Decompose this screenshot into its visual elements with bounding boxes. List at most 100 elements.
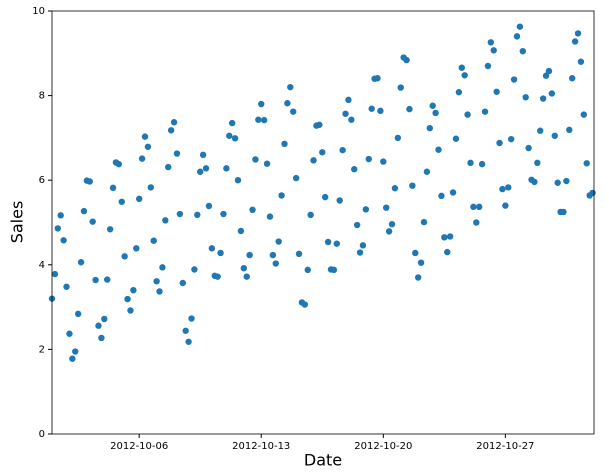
- x-tick-label: 2012-10-13: [232, 441, 290, 452]
- point: [525, 144, 532, 152]
- point: [237, 227, 245, 235]
- point: [226, 132, 233, 139]
- point: [321, 193, 329, 201]
- point: [101, 315, 108, 323]
- point: [249, 206, 256, 214]
- point: [432, 109, 439, 117]
- point: [403, 56, 410, 64]
- point: [342, 110, 349, 117]
- point: [307, 211, 314, 219]
- point: [542, 72, 550, 79]
- point: [330, 266, 338, 274]
- point: [490, 47, 497, 54]
- point: [476, 203, 483, 211]
- point: [502, 202, 509, 209]
- point: [377, 107, 384, 115]
- point: [234, 177, 242, 184]
- point: [292, 174, 300, 182]
- point: [353, 221, 361, 229]
- point: [510, 76, 518, 83]
- point: [208, 245, 216, 252]
- point: [316, 121, 323, 128]
- point: [569, 75, 576, 82]
- point: [519, 47, 526, 55]
- point: [258, 100, 265, 108]
- point: [228, 119, 236, 127]
- point: [383, 204, 390, 211]
- point: [295, 250, 303, 258]
- point: [554, 179, 561, 186]
- x-axis-label: Date: [304, 451, 342, 470]
- point: [124, 295, 131, 303]
- point: [66, 330, 73, 337]
- point: [51, 270, 59, 278]
- point: [240, 264, 248, 272]
- y-tick-label: 6: [39, 175, 45, 186]
- point: [162, 217, 169, 224]
- point: [444, 248, 451, 256]
- point: [362, 206, 370, 213]
- point: [86, 178, 93, 185]
- point: [470, 203, 477, 211]
- point: [522, 94, 529, 101]
- point: [179, 279, 186, 287]
- point: [220, 210, 227, 218]
- point: [223, 165, 230, 172]
- point: [435, 146, 442, 153]
- point: [69, 355, 76, 362]
- point: [92, 276, 99, 284]
- x-tick-label: 2012-10-20: [354, 441, 412, 452]
- point: [165, 163, 172, 171]
- point: [127, 307, 134, 314]
- point: [397, 84, 404, 91]
- point: [406, 105, 413, 113]
- point: [77, 259, 85, 266]
- point: [130, 286, 137, 294]
- point: [272, 260, 279, 267]
- point: [252, 156, 259, 163]
- point: [191, 266, 198, 273]
- point: [409, 182, 416, 189]
- point: [481, 108, 489, 115]
- x-tick-label: 2012-10-06: [110, 441, 168, 452]
- point: [423, 168, 431, 175]
- point: [135, 195, 143, 203]
- point: [351, 166, 358, 173]
- point: [138, 155, 146, 162]
- point: [534, 159, 541, 167]
- point: [571, 38, 579, 45]
- point: [513, 33, 521, 40]
- point: [159, 264, 166, 271]
- point: [170, 119, 178, 126]
- point: [133, 245, 140, 252]
- point: [173, 150, 181, 157]
- point: [118, 198, 125, 205]
- point: [560, 208, 567, 216]
- point: [301, 301, 309, 308]
- point: [98, 334, 105, 342]
- point: [336, 197, 343, 204]
- point: [505, 184, 512, 191]
- point: [359, 242, 367, 249]
- point: [147, 184, 155, 191]
- point: [365, 155, 372, 163]
- y-tick-label: 10: [32, 6, 45, 17]
- point: [141, 133, 149, 140]
- point: [574, 30, 582, 37]
- point: [577, 58, 585, 65]
- point: [446, 233, 454, 240]
- point: [412, 249, 419, 257]
- point: [452, 135, 460, 142]
- point: [260, 116, 268, 124]
- point: [176, 210, 184, 218]
- point: [109, 184, 117, 192]
- point: [563, 177, 570, 185]
- point: [167, 127, 175, 134]
- point: [496, 139, 503, 147]
- point: [464, 111, 471, 118]
- point: [188, 315, 195, 322]
- point: [537, 127, 544, 134]
- point: [74, 310, 82, 318]
- point: [455, 89, 463, 96]
- point: [263, 160, 271, 167]
